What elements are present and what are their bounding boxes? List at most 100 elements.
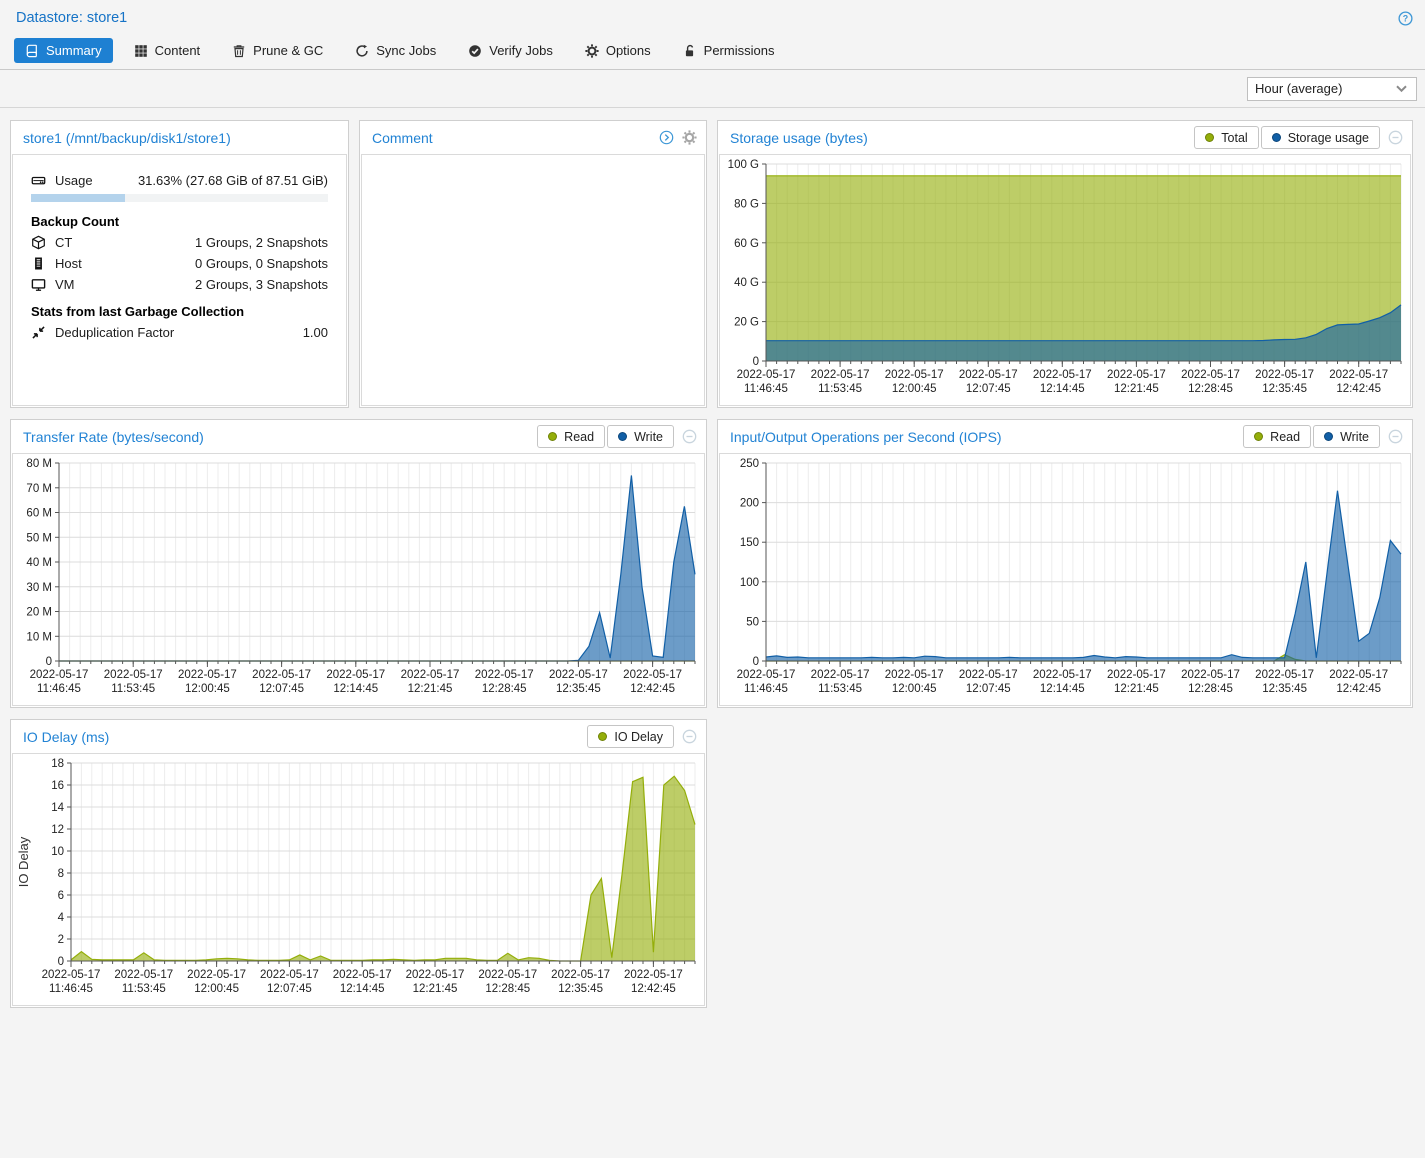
svg-text:16: 16	[51, 780, 64, 792]
timeframe-value: Hour (average)	[1255, 81, 1343, 96]
svg-text:2022-05-17: 2022-05-17	[333, 969, 392, 981]
svg-text:100: 100	[740, 577, 759, 589]
cube-icon	[31, 235, 46, 250]
legend-dot	[1271, 133, 1281, 142]
tab-label: Options	[605, 43, 651, 58]
svg-text:50 M: 50 M	[26, 532, 52, 544]
legend-write[interactable]: Write	[1313, 425, 1380, 448]
svg-text:2022-05-17: 2022-05-17	[885, 369, 944, 381]
svg-text:2022-05-17: 2022-05-17	[1181, 369, 1240, 381]
svg-text:2022-05-17: 2022-05-17	[30, 669, 89, 681]
server-icon	[31, 256, 46, 271]
svg-text:2022-05-17: 2022-05-17	[737, 369, 796, 381]
svg-text:11:46:45: 11:46:45	[744, 383, 788, 395]
svg-text:2022-05-17: 2022-05-17	[475, 669, 534, 681]
collapse-icon[interactable]	[682, 429, 697, 444]
tab-prune-gc[interactable]: Prune & GC	[221, 38, 334, 63]
comment-panel-body[interactable]	[361, 154, 705, 406]
legend-io-delay[interactable]: IO Delay	[587, 725, 674, 748]
tab-permissions[interactable]: Permissions	[672, 38, 786, 63]
help-icon[interactable]: ?	[1398, 10, 1413, 26]
legend-read[interactable]: Read	[537, 425, 606, 448]
svg-text:10 M: 10 M	[26, 631, 52, 643]
tab-content[interactable]: Content	[123, 38, 212, 63]
svg-text:11:53:45: 11:53:45	[818, 383, 862, 395]
svg-text:2022-05-17: 2022-05-17	[737, 669, 796, 681]
tabbar: Summary Content Prune & GC Sync Jobs Ver…	[0, 36, 1425, 70]
tab-verify-jobs[interactable]: Verify Jobs	[457, 38, 564, 63]
tab-label: Verify Jobs	[489, 43, 553, 58]
tab-sync-jobs[interactable]: Sync Jobs	[344, 38, 447, 63]
svg-text:12:28:45: 12:28:45	[485, 983, 530, 995]
usage-row: Usage 31.63% (27.68 GiB of 87.51 GiB)	[31, 173, 328, 188]
svg-text:20 M: 20 M	[26, 607, 52, 619]
svg-text:70 M: 70 M	[26, 483, 52, 495]
chart-legend: Total Storage usage	[1194, 126, 1380, 149]
svg-text:11:53:45: 11:53:45	[122, 983, 166, 995]
svg-text:200: 200	[740, 498, 759, 510]
legend-total[interactable]: Total	[1194, 126, 1259, 149]
svg-text:2022-05-17: 2022-05-17	[260, 969, 319, 981]
legend-read[interactable]: Read	[1243, 425, 1312, 448]
monitor-icon	[31, 277, 46, 292]
grid-icon	[134, 44, 148, 58]
page-title: Datastore: store1	[16, 10, 128, 26]
collapse-icon[interactable]	[1388, 130, 1403, 145]
timeframe-select[interactable]: Hour (average)	[1247, 76, 1417, 101]
collapse-icon[interactable]	[1388, 429, 1403, 444]
svg-text:2022-05-17: 2022-05-17	[885, 669, 944, 681]
book-icon	[25, 44, 39, 58]
unlock-icon	[683, 44, 697, 58]
svg-text:60 M: 60 M	[26, 508, 52, 520]
svg-text:2022-05-17: 2022-05-17	[1033, 669, 1092, 681]
svg-text:4: 4	[58, 912, 65, 924]
legend-write[interactable]: Write	[607, 425, 674, 448]
hdd-icon	[31, 173, 46, 188]
svg-text:2022-05-17: 2022-05-17	[42, 969, 101, 981]
iops-panel: Input/Output Operations per Second (IOPS…	[717, 419, 1413, 708]
svg-text:2022-05-17: 2022-05-17	[551, 969, 610, 981]
comment-panel-header: Comment	[360, 121, 706, 154]
svg-text:50: 50	[746, 616, 759, 628]
tab-summary[interactable]: Summary	[14, 38, 113, 63]
svg-text:100 G: 100 G	[728, 159, 759, 171]
dashboard: store1 (/mnt/backup/disk1/store1) Usage …	[0, 108, 1425, 1008]
gear-icon[interactable]	[682, 130, 697, 145]
panel-title: Input/Output Operations per Second (IOPS…	[730, 428, 1002, 445]
svg-text:12:07:45: 12:07:45	[267, 983, 312, 995]
svg-text:2022-05-17: 2022-05-17	[1255, 369, 1314, 381]
chart-legend: Read Write	[1243, 425, 1380, 448]
tab-label: Sync Jobs	[376, 43, 437, 58]
svg-text:30 M: 30 M	[26, 582, 52, 594]
svg-text:11:53:45: 11:53:45	[818, 683, 862, 695]
svg-text:11:46:45: 11:46:45	[37, 683, 81, 695]
svg-text:12:14:45: 12:14:45	[340, 983, 385, 995]
svg-text:12:00:45: 12:00:45	[892, 683, 937, 695]
svg-text:150: 150	[740, 537, 759, 549]
svg-text:2022-05-17: 2022-05-17	[1033, 369, 1092, 381]
svg-text:12:00:45: 12:00:45	[892, 383, 937, 395]
svg-text:12:35:45: 12:35:45	[1262, 383, 1307, 395]
svg-text:40 G: 40 G	[734, 277, 759, 289]
sync-icon	[355, 44, 369, 58]
tab-label: Content	[154, 43, 201, 58]
svg-text:12:14:45: 12:14:45	[1040, 683, 1085, 695]
gc-heading: Stats from last Garbage Collection	[31, 304, 245, 319]
svg-text:12:28:45: 12:28:45	[1188, 383, 1233, 395]
backup-count-row-vm: VM 2 Groups, 3 Snapshots	[31, 277, 328, 292]
usage-value: 31.63% (27.68 GiB of 87.51 GiB)	[137, 173, 328, 188]
svg-text:2022-05-17: 2022-05-17	[959, 669, 1018, 681]
svg-text:2022-05-17: 2022-05-17	[406, 969, 465, 981]
io-delay-panel: IO Delay (ms) IO Delay 0 2 4 6 8 10 12 14 16 18 20…	[10, 719, 707, 1008]
svg-text:2022-05-17: 2022-05-17	[104, 669, 163, 681]
tab-options[interactable]: Options	[574, 38, 662, 63]
chevron-right-circle-icon[interactable]	[659, 130, 674, 145]
svg-text:12:21:45: 12:21:45	[1114, 383, 1159, 395]
datastore-panel-body: Usage 31.63% (27.68 GiB of 87.51 GiB) Ba…	[12, 154, 347, 406]
legend-dot	[1205, 133, 1215, 142]
svg-text:?: ?	[1403, 13, 1408, 23]
svg-text:0: 0	[46, 656, 52, 668]
collapse-icon[interactable]	[682, 729, 697, 744]
legend-storage-usage[interactable]: Storage usage	[1260, 126, 1380, 149]
panel-title: store1 (/mnt/backup/disk1/store1)	[23, 129, 231, 146]
